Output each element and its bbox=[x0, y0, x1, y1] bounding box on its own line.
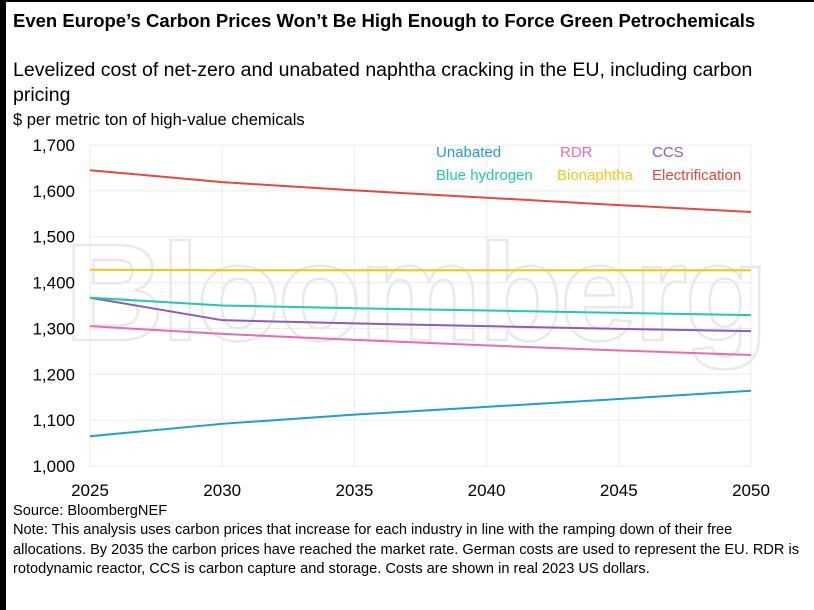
chart-subtitle: Levelized cost of net-zero and unabated … bbox=[13, 59, 753, 106]
y-tick-label: 1,200 bbox=[32, 365, 75, 384]
y-tick-label: 1,600 bbox=[32, 182, 75, 201]
legend-item-bionaphtha: Bionaphtha bbox=[557, 167, 634, 184]
y-tick-label: 1,300 bbox=[32, 319, 75, 338]
methodology-note: Note: This analysis uses carbon prices t… bbox=[13, 522, 800, 578]
x-tick-label: 2025 bbox=[71, 481, 109, 500]
x-tick-label: 2040 bbox=[468, 481, 506, 500]
watermark: Bloomberg bbox=[64, 216, 765, 370]
x-tick-label: 2030 bbox=[203, 481, 241, 500]
x-tick-label: 2035 bbox=[335, 481, 373, 500]
series-line-electrification bbox=[89, 169, 752, 213]
x-tick-label: 2050 bbox=[732, 481, 770, 500]
y-tick-label: 1,400 bbox=[32, 274, 75, 293]
legend-item-electrification: Electrification bbox=[652, 167, 741, 184]
series-line-rdr bbox=[89, 325, 752, 357]
series-line-unabated bbox=[89, 389, 752, 438]
legend-item-ccs: CCS bbox=[652, 144, 684, 161]
y-axis-ticks: 1,000 1,100 1,200 1,300 1,400 1,500 1,600 1,700 bbox=[32, 136, 75, 476]
footer: Source: BloombergNEF Note: This analysis… bbox=[13, 502, 808, 580]
y-axis-unit-label: $ per metric ton of high-value chemicals bbox=[13, 111, 305, 129]
series-line-blue-hydrogen bbox=[89, 296, 752, 317]
source-note: Source: BloombergNEF bbox=[13, 503, 168, 519]
legend-item-unabated: Unabated bbox=[436, 144, 501, 161]
series-line-ccs bbox=[89, 296, 752, 333]
y-tick-label: 1,700 bbox=[32, 136, 75, 155]
y-tick-label: 1,000 bbox=[32, 457, 75, 476]
x-axis-ticks: 2025 2030 2035 2040 2045 2050 bbox=[71, 481, 770, 500]
legend-item-rdr: RDR bbox=[560, 144, 593, 161]
left-border bbox=[0, 0, 6, 610]
top-border bbox=[0, 0, 814, 2]
x-tick-label: 2045 bbox=[600, 481, 638, 500]
series-lines bbox=[89, 169, 752, 438]
chart-title: Even Europe’s Carbon Prices Won’t Be Hig… bbox=[13, 10, 756, 31]
legend: Unabated RDR CCS Blue hydrogen Bionaphtha Ele… bbox=[436, 144, 741, 184]
legend-item-blue-hydrogen: Blue hydrogen bbox=[436, 167, 533, 184]
y-tick-label: 1,500 bbox=[32, 228, 75, 247]
y-tick-label: 1,100 bbox=[32, 411, 75, 430]
